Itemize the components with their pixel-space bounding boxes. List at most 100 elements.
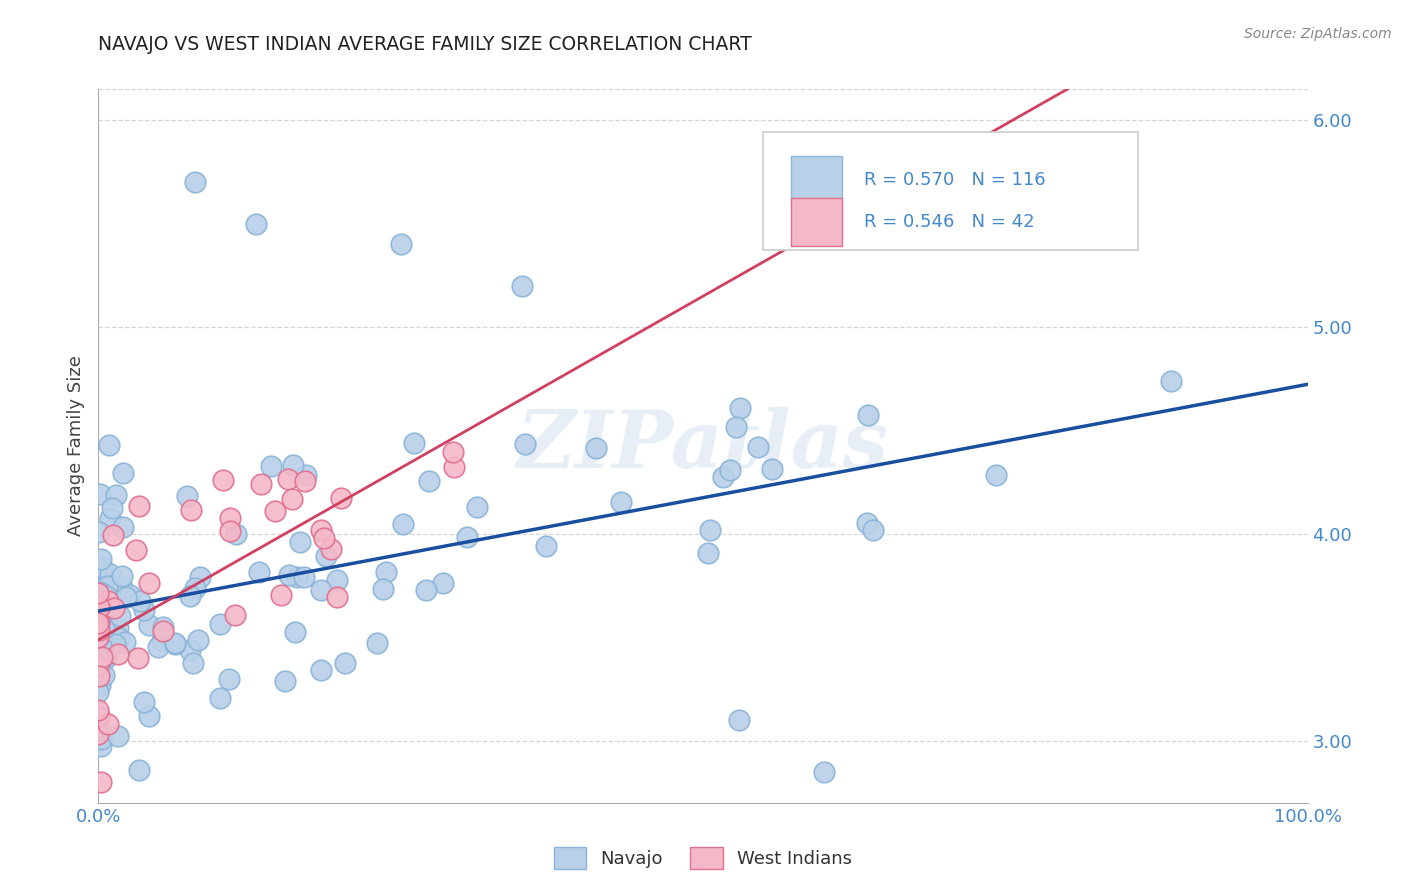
Point bbox=[375, 565, 398, 579]
Point bbox=[91, 641, 114, 656]
Point bbox=[87, 709, 110, 723]
Point bbox=[150, 632, 173, 647]
Point bbox=[128, 499, 150, 513]
Point bbox=[146, 640, 169, 654]
Point bbox=[89, 663, 111, 677]
Point bbox=[87, 524, 110, 539]
Point bbox=[510, 278, 533, 293]
FancyBboxPatch shape bbox=[792, 198, 842, 246]
Point bbox=[1160, 374, 1182, 388]
Text: ZIPatlas: ZIPatlas bbox=[517, 408, 889, 484]
Point bbox=[132, 603, 155, 617]
Point bbox=[456, 530, 478, 544]
Point bbox=[295, 468, 318, 483]
Point bbox=[129, 594, 152, 608]
Point bbox=[465, 500, 488, 514]
Point bbox=[219, 524, 242, 538]
Point bbox=[87, 652, 110, 666]
Point bbox=[441, 445, 464, 459]
Point bbox=[89, 487, 111, 501]
Point bbox=[309, 663, 332, 677]
Point bbox=[97, 594, 120, 608]
Point bbox=[443, 460, 465, 475]
Point bbox=[138, 617, 160, 632]
Point bbox=[87, 630, 110, 644]
Point bbox=[288, 534, 311, 549]
Point bbox=[93, 668, 115, 682]
Point bbox=[101, 527, 124, 541]
Point bbox=[87, 720, 110, 734]
Point bbox=[91, 559, 114, 574]
Point bbox=[125, 542, 148, 557]
Point bbox=[218, 673, 240, 687]
Point bbox=[94, 652, 117, 666]
Point bbox=[165, 637, 187, 651]
Point bbox=[314, 531, 336, 545]
Point bbox=[333, 657, 356, 671]
Point bbox=[281, 492, 304, 507]
Point bbox=[813, 764, 835, 779]
Point bbox=[101, 500, 124, 515]
Point bbox=[90, 724, 112, 739]
Point bbox=[103, 600, 125, 615]
Point bbox=[187, 632, 209, 647]
Point bbox=[986, 468, 1008, 483]
Point bbox=[292, 570, 315, 584]
Point bbox=[181, 657, 204, 671]
Point bbox=[725, 419, 748, 434]
Point bbox=[270, 588, 292, 602]
Point bbox=[225, 526, 247, 541]
Point bbox=[90, 551, 112, 566]
Point bbox=[402, 436, 425, 450]
Legend: Navajo, West Indians: Navajo, West Indians bbox=[547, 839, 859, 876]
Point bbox=[127, 651, 149, 665]
Point bbox=[163, 635, 186, 649]
Point bbox=[87, 586, 110, 600]
Point bbox=[856, 408, 879, 422]
Point bbox=[250, 477, 273, 491]
Point bbox=[315, 549, 337, 563]
Point bbox=[104, 488, 127, 502]
Point bbox=[87, 615, 110, 630]
Point bbox=[89, 669, 111, 683]
Point bbox=[87, 702, 110, 716]
Point bbox=[696, 546, 718, 560]
Point bbox=[325, 574, 347, 588]
Text: Source: ZipAtlas.com: Source: ZipAtlas.com bbox=[1244, 27, 1392, 41]
Point bbox=[585, 441, 607, 455]
Point bbox=[274, 673, 297, 688]
Point bbox=[89, 623, 111, 637]
Point bbox=[87, 711, 110, 725]
Point bbox=[245, 217, 267, 231]
Point bbox=[89, 678, 111, 692]
Point bbox=[87, 684, 110, 698]
Point bbox=[326, 590, 349, 604]
Point bbox=[104, 637, 127, 651]
Y-axis label: Average Family Size: Average Family Size bbox=[66, 356, 84, 536]
Point bbox=[115, 590, 138, 604]
Point bbox=[90, 739, 112, 753]
Point bbox=[371, 582, 394, 596]
Point bbox=[114, 635, 136, 649]
Point bbox=[277, 472, 299, 486]
Point bbox=[90, 731, 112, 746]
Point bbox=[180, 503, 202, 517]
Point bbox=[711, 470, 734, 484]
Point bbox=[610, 494, 633, 508]
Point bbox=[111, 580, 134, 594]
Point bbox=[747, 440, 769, 454]
Point bbox=[699, 523, 721, 537]
Point bbox=[392, 516, 415, 531]
Point bbox=[284, 625, 307, 640]
Point bbox=[89, 600, 111, 615]
Point bbox=[108, 609, 131, 624]
Text: R = 0.570   N = 116: R = 0.570 N = 116 bbox=[863, 171, 1046, 189]
Point bbox=[856, 516, 879, 530]
Point bbox=[107, 631, 129, 645]
Point bbox=[89, 666, 111, 681]
Point bbox=[97, 716, 120, 731]
Point bbox=[112, 466, 135, 480]
Point bbox=[87, 567, 110, 582]
Point bbox=[111, 569, 134, 583]
Point bbox=[96, 583, 118, 598]
